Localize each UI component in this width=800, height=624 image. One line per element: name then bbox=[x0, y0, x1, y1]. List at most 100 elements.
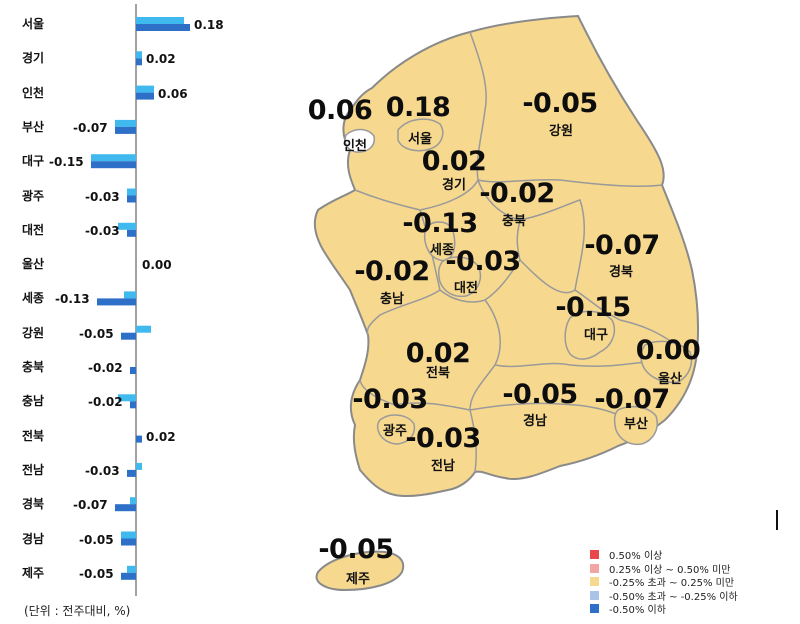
region-name: 서울 bbox=[408, 132, 432, 147]
bar-chart bbox=[91, 4, 190, 596]
region-name: 경남 bbox=[523, 414, 547, 429]
category-label: 울산 bbox=[22, 257, 45, 272]
bar-current-week bbox=[97, 298, 136, 306]
bar-data-label: -0.13 bbox=[55, 292, 90, 307]
bar-previous-week bbox=[118, 394, 136, 402]
bar-data-label: -0.02 bbox=[88, 395, 123, 410]
region-value: -0.05 bbox=[522, 88, 598, 119]
text-cursor bbox=[776, 510, 778, 530]
legend-item: -0.50% 초과 ~ -0.25% 이하 bbox=[590, 589, 738, 603]
bar-previous-week bbox=[118, 222, 136, 230]
bar-data-label: 0.18 bbox=[194, 18, 224, 32]
region-name: 광주 bbox=[383, 424, 407, 439]
region-value: -0.02 bbox=[479, 178, 555, 209]
region-value: -0.07 bbox=[584, 230, 660, 261]
bar-current-week bbox=[136, 92, 154, 100]
legend-label: -0.25% 초과 ~ 0.25% 미만 bbox=[609, 578, 735, 590]
bar-previous-week bbox=[136, 51, 142, 59]
legend-label: -0.50% 초과 ~ -0.25% 이하 bbox=[609, 591, 738, 603]
bar-data-label: -0.15 bbox=[49, 155, 84, 170]
region-name: 전북 bbox=[426, 366, 450, 381]
category-label: 경북 bbox=[22, 497, 45, 512]
category-label: 전남 bbox=[22, 462, 45, 477]
bar-data-label: -0.03 bbox=[85, 189, 120, 204]
korea-map bbox=[313, 14, 700, 592]
bar-data-label: 0.00 bbox=[142, 258, 172, 273]
bar-current-week bbox=[136, 58, 142, 66]
bar-data-label: -0.05 bbox=[79, 566, 114, 581]
category-label: 광주 bbox=[22, 188, 45, 203]
legend-label: -0.50% 이하 bbox=[609, 605, 666, 617]
bar-current-week bbox=[121, 572, 136, 580]
bar-previous-week bbox=[136, 462, 142, 470]
region-name: 부산 bbox=[624, 417, 648, 432]
bar-previous-week bbox=[127, 565, 136, 573]
bar-current-week bbox=[115, 126, 136, 134]
bar-current-week bbox=[121, 332, 136, 340]
category-label: 경기 bbox=[22, 51, 45, 66]
bar-previous-week bbox=[127, 188, 136, 196]
region-name: 울산 bbox=[658, 372, 682, 387]
daejeon-outline bbox=[437, 256, 482, 298]
region-value: 0.06 bbox=[307, 95, 373, 126]
region-value: -0.03 bbox=[445, 246, 521, 277]
category-label: 강원 bbox=[22, 325, 45, 340]
bar-previous-week bbox=[130, 497, 136, 505]
region-value: -0.15 bbox=[555, 292, 631, 323]
legend-item: -0.50% 이하 bbox=[590, 602, 738, 616]
region-value: -0.03 bbox=[405, 423, 481, 454]
bar-data-label: -0.03 bbox=[85, 223, 120, 238]
category-label: 제주 bbox=[22, 565, 45, 580]
region-value: 0.18 bbox=[385, 92, 451, 123]
region-value: 0.02 bbox=[405, 338, 471, 369]
bar-previous-week bbox=[124, 291, 136, 299]
busan-outline bbox=[613, 405, 658, 446]
map-legend: 0.50% 이상 0.25% 이상 ~ 0.50% 미만 -0.25% 초과 ~ 0… bbox=[590, 548, 738, 616]
legend-swatch bbox=[590, 604, 599, 614]
category-label: 경남 bbox=[22, 531, 45, 546]
region-name: 경북 bbox=[609, 265, 633, 280]
region-value: 0.00 bbox=[635, 335, 701, 366]
region-value: -0.07 bbox=[594, 384, 670, 415]
category-label: 서울 bbox=[22, 17, 45, 31]
legend-item: -0.25% 초과 ~ 0.25% 미만 bbox=[590, 575, 738, 589]
bar-current-week bbox=[91, 161, 136, 169]
ulsan-outline bbox=[640, 340, 693, 384]
region-name: 충북 bbox=[502, 214, 526, 229]
bar-data-label: -0.05 bbox=[79, 326, 114, 341]
category-label: 부산 bbox=[22, 119, 45, 134]
bar-current-week bbox=[127, 229, 136, 237]
bar-previous-week bbox=[136, 85, 154, 93]
bar-data-label: -0.02 bbox=[88, 361, 123, 375]
bar-data-label: 0.02 bbox=[146, 429, 176, 444]
unit-note: (단위 : 전주대비, %) bbox=[24, 604, 131, 618]
bar-data-label: -0.05 bbox=[79, 532, 114, 547]
region-value: -0.03 bbox=[352, 384, 428, 415]
bar-data-label: -0.07 bbox=[73, 498, 108, 513]
bar-current-week bbox=[115, 504, 136, 512]
region-name: 대구 bbox=[584, 328, 608, 343]
gwangju-outline bbox=[376, 414, 416, 445]
region-value: 0.02 bbox=[421, 146, 487, 177]
bar-current-week bbox=[130, 401, 136, 409]
region-value: -0.05 bbox=[502, 379, 578, 410]
legend-swatch bbox=[590, 550, 599, 560]
category-label: 대전 bbox=[22, 222, 45, 237]
seoul-outline bbox=[397, 118, 444, 152]
bar-data-label: 0.06 bbox=[158, 86, 188, 101]
bar-previous-week bbox=[121, 531, 136, 539]
bar-data-label: -0.03 bbox=[85, 463, 120, 478]
bar-data-label: 0.02 bbox=[146, 52, 176, 67]
region-value: -0.13 bbox=[402, 208, 478, 239]
category-label: 전북 bbox=[22, 428, 45, 443]
legend-swatch bbox=[590, 590, 599, 600]
category-label: 충북 bbox=[22, 360, 45, 374]
legend-swatch bbox=[590, 563, 599, 573]
region-name: 충남 bbox=[380, 292, 404, 307]
region-name: 경기 bbox=[442, 178, 466, 193]
legend-item: 0.25% 이상 ~ 0.50% 미만 bbox=[590, 562, 738, 576]
region-name: 대전 bbox=[454, 281, 478, 296]
bar-data-label: -0.07 bbox=[73, 120, 108, 135]
bar-current-week bbox=[127, 469, 136, 477]
bar-previous-week bbox=[136, 325, 151, 333]
